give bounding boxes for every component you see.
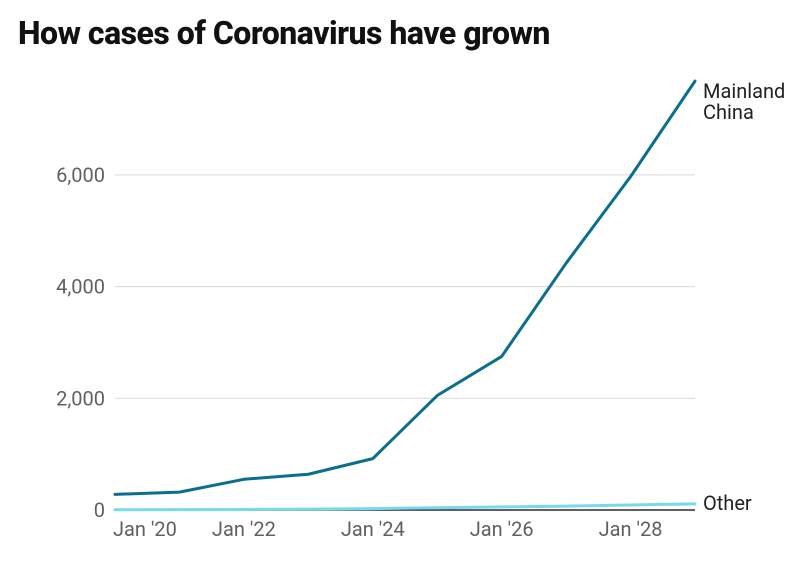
series-label: Other [703,491,752,515]
series-label: MainlandChina [703,79,785,124]
y-tick-label: 6,000 [56,163,105,187]
series-line [115,504,695,510]
x-axis-labels: Jan '20 Jan '22 Jan '24 Jan '26 Jan '28 [113,517,663,541]
y-axis-labels: 0 2,000 4,000 6,000 [56,163,105,522]
x-tick-label: Jan '26 [470,517,534,541]
series-labels: MainlandChina Other [703,79,785,515]
series-line [115,81,695,494]
gridlines [115,175,695,510]
y-tick-label: 0 [94,498,105,522]
line-chart: 02,0004,0006,000 Jan '20Jan '22Jan '24Ja… [0,0,812,572]
y-tick-label: 4,000 [56,275,105,299]
x-tick-label: Jan '28 [599,517,663,541]
y-tick-label: 2,000 [56,386,105,410]
x-tick-label: Jan '24 [341,517,405,541]
chart-container: How cases of Coronavirus have grown 02,0… [0,0,812,572]
series-lines [115,81,695,510]
x-tick-label: Jan '20 [113,517,177,541]
x-tick-label: Jan '22 [212,517,276,541]
